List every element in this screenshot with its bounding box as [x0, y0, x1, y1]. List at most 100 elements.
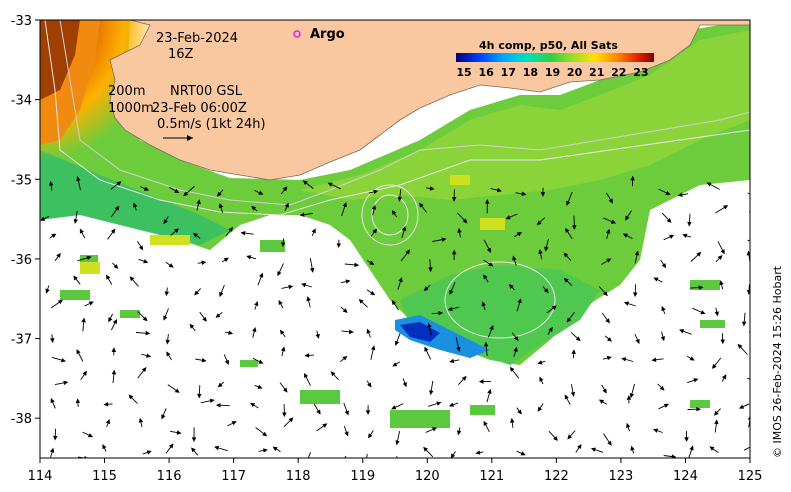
current-vector-head [173, 228, 179, 234]
current-vector-head [635, 338, 640, 345]
current-vector-head [79, 228, 84, 234]
current-vector-head [146, 450, 152, 455]
current-vector-head [606, 258, 612, 263]
current-vector-head [138, 245, 144, 251]
current-vector-head [457, 430, 462, 436]
current-vector-head [543, 288, 549, 294]
lon-tick-label: 122 [544, 469, 569, 484]
current-vector-head [86, 255, 92, 260]
current-vector-head [344, 431, 349, 437]
sst-yellow-patches [80, 175, 505, 274]
current-vector-head [367, 382, 372, 388]
current-vector-head [279, 329, 285, 335]
current-vector-head [575, 336, 581, 342]
lon-tick-label: 115 [92, 469, 117, 484]
current-vector-head [392, 362, 398, 367]
current-vector-head [713, 410, 719, 416]
current-vector-head [231, 421, 237, 426]
current-vector-head [201, 260, 207, 265]
current-vector-head [429, 390, 434, 396]
current-vector-head [348, 329, 354, 335]
current-vector-head [432, 427, 438, 432]
current-vector-head [450, 453, 456, 458]
current-vector-head [63, 380, 69, 386]
current-vector-head [634, 250, 640, 256]
current-vector-head [496, 187, 502, 193]
current-vector-head [461, 375, 467, 381]
current-vector-head [110, 228, 116, 234]
current-vector-head [571, 349, 576, 355]
current-vector-head [111, 369, 117, 375]
current-vector-head [752, 444, 756, 447]
current-vector-head [720, 339, 725, 345]
current-vector-head [176, 430, 182, 435]
current-vector-head [366, 328, 371, 334]
current-vector-head [201, 358, 207, 363]
current-vector-head [309, 267, 315, 273]
current-vector-head [354, 262, 360, 268]
current-vector-head [113, 264, 119, 269]
current-vector-head [306, 296, 311, 302]
current-vector-head [706, 182, 712, 187]
current-vector-head [145, 353, 152, 358]
current-vector-head [82, 370, 88, 376]
current-vector [747, 192, 750, 195]
current-vector-head [661, 305, 666, 312]
current-vector-head [50, 397, 55, 404]
current-vector-head [606, 337, 612, 342]
current-vector-head [696, 251, 702, 257]
current-vector-head [427, 322, 432, 328]
current-vector-head [128, 394, 134, 400]
lat-tick-label: -35 [11, 173, 32, 188]
current-vector-head [513, 336, 519, 342]
current-vector-head [262, 431, 268, 437]
sst-warm-core [40, 20, 80, 100]
colorbar: 4h comp, p50, All Sats 15 16 17 18 19 20 21 22 2… [456, 39, 654, 79]
current-vector-head [223, 257, 229, 263]
current-vector-head [246, 255, 252, 260]
colorbar-tick-label: 20 [567, 66, 583, 79]
contour-200-label: 200m [108, 84, 145, 99]
current-vector-head [567, 434, 573, 440]
current-vector-head [228, 226, 234, 232]
current-vector-head [481, 301, 486, 307]
current-vector-head [456, 346, 461, 352]
current-vector-head [240, 230, 246, 236]
current-vector-head [536, 220, 542, 226]
current-vector-head [252, 326, 257, 333]
current-vector-head [538, 248, 543, 254]
current-vector-head [112, 318, 117, 325]
date-label: 23-Feb-2024 [156, 31, 238, 46]
current-vector-head [424, 346, 429, 352]
current-vector-head [398, 277, 403, 283]
current-vector-head [394, 340, 400, 346]
colorbar-tick-label: 15 [456, 66, 471, 79]
current-vector-head [428, 267, 433, 273]
current-vector-head [429, 186, 435, 191]
current-vector-head [282, 186, 288, 192]
contour-eddy-3 [371, 194, 409, 236]
current-vector-head [278, 299, 283, 306]
current-vector-head [251, 205, 257, 211]
current-vector-head [539, 376, 544, 382]
current-vector-head [397, 196, 403, 202]
current-vector-head [183, 191, 189, 197]
lon-tick-label: 125 [738, 469, 763, 484]
current-vector-head [651, 357, 657, 362]
current-vector-head [577, 444, 582, 450]
hour-label: 16Z [168, 47, 194, 62]
lon-tick-label: 119 [350, 469, 375, 484]
current-vector-head [51, 233, 57, 239]
current-vector-head [689, 445, 694, 451]
current-vector-head [677, 192, 683, 197]
current-vector-head [687, 221, 692, 227]
current-vector-head [607, 440, 612, 446]
current-vector-head [622, 233, 629, 238]
current-vector-head [114, 205, 120, 211]
current-vector-head [168, 443, 174, 449]
current-vector-head [88, 301, 94, 306]
contour-1000m [44, 20, 750, 216]
current-vector-head [129, 276, 135, 282]
current-vector-head [660, 336, 666, 342]
